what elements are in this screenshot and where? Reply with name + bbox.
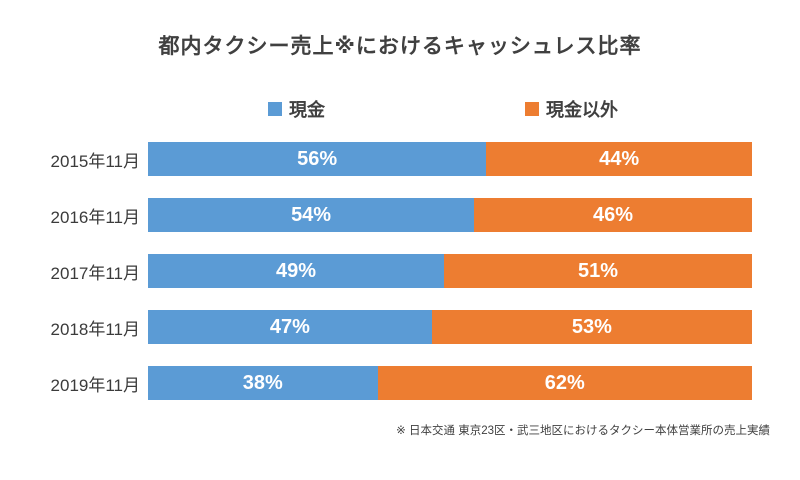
stacked-bar: 56% 44%	[148, 142, 752, 176]
bar-segment-cash: 54%	[148, 198, 475, 232]
bar-segment-non-cash: 53%	[431, 310, 752, 344]
stacked-bar: 47% 53%	[148, 310, 752, 344]
bar-segment-cash: 38%	[148, 366, 378, 400]
chart-row: 2018年11月 47% 53%	[22, 310, 752, 344]
chart-row: 2017年11月 49% 51%	[22, 254, 752, 288]
stacked-bar-chart: 2015年11月 56% 44% 2016年11月 54% 46% 2017年11月 49% 5…	[0, 142, 800, 400]
category-label: 2015年11月	[50, 151, 140, 171]
bar-segment-non-cash: 46%	[474, 198, 752, 232]
bar-segment-non-cash: 51%	[443, 254, 752, 288]
bar-segment-cash: 47%	[148, 310, 432, 344]
bar-segment-non-cash: 44%	[486, 142, 752, 176]
chart-row: 2016年11月 54% 46%	[22, 198, 752, 232]
legend-label-cash: 現金	[289, 100, 325, 120]
bar-segment-cash: 56%	[148, 142, 487, 176]
legend-swatch-non-cash	[525, 102, 539, 116]
category-label: 2018年11月	[50, 319, 140, 339]
chart-row: 2019年11月 38% 62%	[22, 366, 752, 400]
bar-segment-non-cash: 62%	[377, 366, 752, 400]
legend-swatch-cash	[268, 102, 282, 116]
stacked-bar: 49% 51%	[148, 254, 752, 288]
chart-row: 2015年11月 56% 44%	[22, 142, 752, 176]
chart-title: 都内タクシー売上※におけるキャッシュレス比率	[158, 35, 642, 58]
stacked-bar: 38% 62%	[148, 366, 752, 400]
chart-footnote: ※ 日本交通 東京23区・武三地区におけるタクシー本体営業所の売上実績	[396, 425, 770, 437]
category-label: 2017年11月	[50, 263, 140, 283]
legend-item-cash: 現金	[268, 96, 325, 122]
bar-segment-cash: 49%	[148, 254, 444, 288]
legend-label-non-cash: 現金以外	[546, 100, 618, 120]
legend-item-non-cash: 現金以外	[525, 96, 618, 122]
category-label: 2019年11月	[50, 375, 140, 395]
stacked-bar: 54% 46%	[148, 198, 752, 232]
category-label: 2016年11月	[50, 207, 140, 227]
chart-legend: 現金 現金以外	[0, 96, 800, 122]
